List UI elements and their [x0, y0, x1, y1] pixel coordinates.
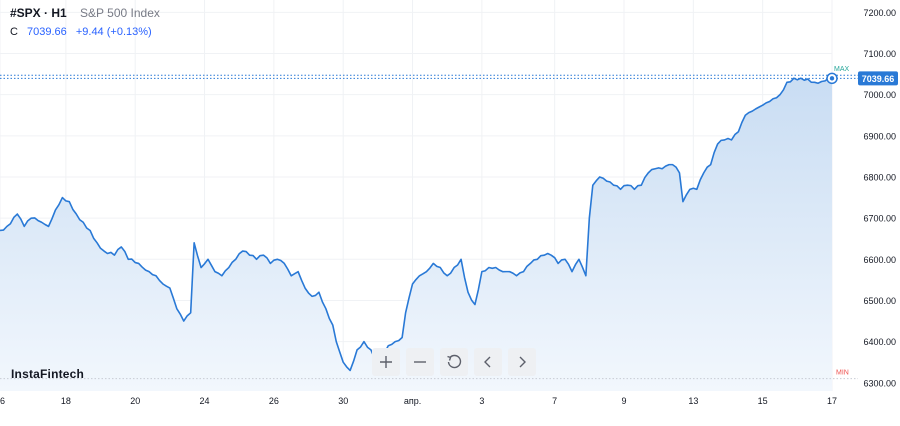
brand-logo: InstaFintech: [11, 367, 85, 381]
reset-icon: [447, 354, 462, 369]
close-label: C: [10, 26, 18, 38]
max-label: MAX: [834, 66, 850, 73]
last-price-badge: [858, 71, 898, 86]
y-tick-label: 6900.00: [863, 131, 896, 141]
price-change: +9.44 (+0.13%): [75, 26, 152, 38]
scroll-right-button[interactable]: [508, 348, 536, 376]
x-tick-label: 26: [269, 396, 279, 406]
scroll-left-button[interactable]: [474, 348, 502, 376]
y-tick-label: 6400.00: [863, 337, 896, 347]
last-point: [829, 76, 835, 81]
x-tick-label: 30: [338, 396, 348, 406]
minus-icon: [414, 361, 426, 363]
x-tick-label: 18: [61, 396, 71, 406]
y-tick-label: 7200.00: [863, 8, 896, 18]
instrument-name: S&P 500 Index: [80, 6, 160, 20]
x-tick-label: 7: [552, 396, 557, 406]
reset-button[interactable]: [440, 348, 468, 376]
chevron-left-icon: [484, 356, 491, 368]
y-tick-label: 7100.00: [863, 49, 896, 59]
x-tick-label: 15: [758, 396, 768, 406]
symbol-label: #SPX · H1: [10, 6, 67, 20]
last-price-badge-text: 7039.66: [862, 74, 895, 84]
x-tick-label: 3: [479, 396, 484, 406]
y-tick-label: 6700.00: [863, 214, 896, 224]
y-tick-label: 6800.00: [863, 172, 896, 182]
price-readout: C 7039.66 +9.44 (+0.13%): [10, 26, 152, 38]
min-label: MIN: [836, 370, 849, 377]
y-tick-label: 6600.00: [863, 255, 896, 265]
x-tick-label: 24: [200, 396, 210, 406]
y-tick-label: 6300.00: [863, 378, 896, 388]
x-tick-label: апр.: [404, 396, 421, 406]
y-tick-label: 7000.00: [863, 90, 896, 100]
price-line: [0, 77, 833, 372]
x-tick-label: 16: [0, 396, 5, 406]
zoom-out-button[interactable]: [406, 348, 434, 376]
price-area: [0, 78, 832, 391]
chart-toolbar: [372, 348, 536, 376]
x-tick-label: 13: [688, 396, 698, 406]
x-tick-label: 17: [827, 396, 837, 406]
y-tick-label: 6500.00: [863, 296, 896, 306]
x-tick-label: 20: [130, 396, 140, 406]
zoom-in-button[interactable]: [372, 348, 400, 376]
chart-header: #SPX · H1 S&P 500 Index: [10, 6, 160, 20]
chevron-right-icon: [519, 356, 526, 368]
plus-icon: [380, 356, 392, 368]
x-tick-label: 9: [621, 396, 626, 406]
close-value: 7039.66: [27, 26, 67, 38]
